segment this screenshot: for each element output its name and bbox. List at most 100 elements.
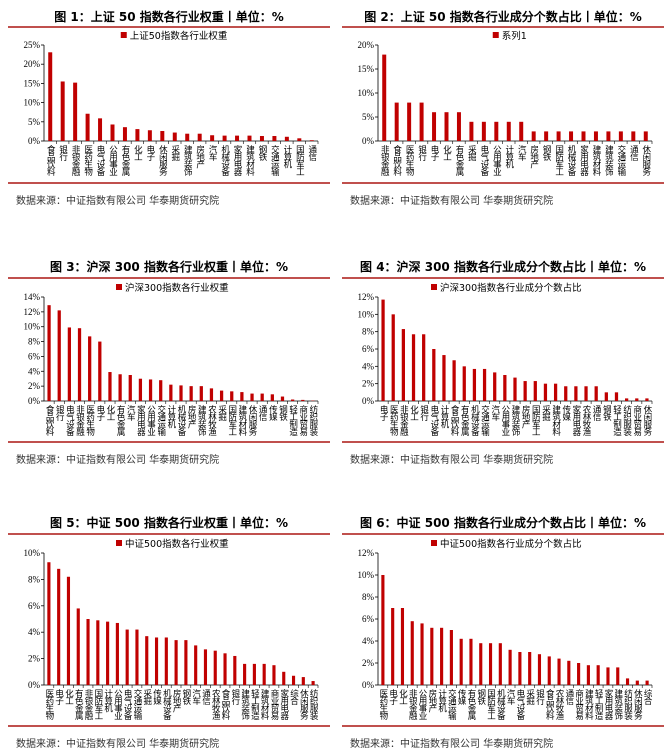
x-tick-label: 公用事业: [417, 689, 427, 720]
bar: [494, 121, 499, 141]
bar: [523, 381, 527, 401]
y-tick-label: 12%: [24, 307, 41, 317]
x-tick-label: 房地产: [427, 688, 437, 713]
x-tick-label: 纺织服装: [308, 404, 318, 437]
bar: [301, 677, 305, 685]
x-tick-label: 公用事业: [500, 405, 510, 436]
bar: [260, 393, 264, 401]
bar: [442, 355, 446, 401]
bar: [606, 131, 611, 141]
x-tick-label: 采掘: [142, 688, 152, 706]
bar: [401, 329, 405, 401]
x-tick-label: 非银金融: [398, 404, 408, 437]
x-tick-label: 电子: [388, 688, 398, 705]
bar: [77, 328, 82, 401]
bar-chart: 中证500指数各行业权重 0% 2% 4% 6% 8% 10% 医药生物 电子 化工 有色金属 非银金…: [24, 538, 319, 721]
y-tick-label: 10%: [24, 548, 41, 558]
x-tick-label: 公用事业: [146, 405, 156, 436]
bar: [596, 665, 600, 685]
bar: [581, 131, 586, 141]
bar: [98, 118, 103, 141]
x-tick-label: 计算机: [166, 404, 176, 429]
x-tick-label: 纺织服装: [308, 688, 318, 721]
x-tick-label: 商业贸易: [298, 404, 308, 437]
x-tick-label: 银行: [230, 688, 240, 706]
x-tick-label: 电气设备: [479, 144, 489, 177]
y-tick-label: 0%: [28, 680, 41, 690]
legend-label: 系列1: [502, 30, 527, 42]
bar: [57, 310, 61, 401]
bar: [96, 620, 100, 685]
x-tick-label: 休闲服务: [157, 144, 167, 177]
x-tick-label: 食品饮料: [544, 688, 554, 721]
y-tick-label: 15%: [358, 64, 375, 74]
data-source: 数据来源：中证指数有限公司 华泰期货研究院: [16, 739, 220, 750]
x-tick-label: 通信: [591, 404, 601, 422]
chart-title: 图 1：上证 50 指数各行业权重丨单位：%: [54, 10, 284, 24]
bar: [556, 131, 561, 141]
y-tick-label: 10%: [358, 309, 375, 319]
x-tick-label: 汽车: [516, 144, 526, 162]
bar: [138, 378, 143, 401]
bar: [160, 131, 165, 141]
bar: [189, 386, 193, 401]
x-tick-label: 建筑装饰: [603, 144, 613, 177]
bar: [259, 136, 264, 141]
x-tick-label: 纺织服装: [622, 404, 632, 437]
divider: [8, 277, 330, 279]
x-tick-label: 商业贸易: [632, 404, 642, 437]
x-tick-label: 钢铁: [541, 144, 551, 162]
legend-marker: [116, 540, 122, 546]
bar: [115, 622, 119, 685]
x-tick-label: 化工: [442, 144, 452, 161]
x-tick-label: 汽车: [505, 688, 515, 706]
x-tick-label: 化工: [105, 404, 115, 421]
bar: [57, 568, 61, 685]
bar: [533, 381, 537, 401]
bar: [98, 341, 102, 401]
bar: [223, 653, 227, 685]
legend-label: 中证500指数各行业成分个数占比: [440, 538, 582, 550]
bar: [469, 638, 473, 685]
x-tick-label: 建筑装饰: [196, 404, 206, 437]
x-tick-label: 休闲服务: [642, 404, 652, 437]
bar: [488, 643, 493, 685]
bar: [48, 52, 53, 141]
x-tick-label: 交通运输: [132, 688, 142, 721]
x-tick-label: 钢铁: [476, 688, 486, 706]
bar: [493, 372, 497, 401]
bar: [179, 385, 183, 401]
bar: [604, 392, 608, 401]
x-tick-label: 传媒: [267, 404, 277, 422]
x-tick-label: 采掘: [466, 144, 476, 162]
bar: [625, 398, 629, 401]
bar: [247, 135, 252, 141]
y-tick-label: 2%: [362, 658, 375, 668]
y-tick-label: 6%: [28, 351, 41, 361]
bar: [76, 608, 80, 685]
bar: [197, 133, 202, 141]
bar-chart: 中证500指数各行业成分个数占比 0% 2% 4% 6% 8% 10% 12% 医药生物 电子 化工…: [358, 538, 653, 721]
bar: [432, 349, 436, 401]
bar: [594, 386, 598, 401]
y-tick-label: 5%: [362, 112, 375, 122]
bar: [543, 383, 548, 401]
x-tick-label: 钢铁: [277, 404, 287, 422]
y-tick-label: 4%: [28, 366, 41, 376]
x-tick-label: 医药生物: [85, 405, 95, 437]
bar-chart: 沪深300指数各行业成分个数占比 0% 2% 4% 6% 8% 10% 12% 电子 医药生物 非银…: [358, 282, 653, 437]
x-tick-label: 传媒: [152, 688, 162, 706]
x-tick-label: 有色金属: [454, 144, 464, 177]
bar: [381, 299, 385, 401]
x-tick-label: 轻工制造: [288, 404, 298, 437]
bar: [122, 127, 127, 141]
x-tick-label: 建筑装饰: [613, 688, 623, 721]
bar: [462, 366, 466, 401]
x-tick-label: 房地产: [171, 688, 181, 713]
x-tick-label: 医药生物: [378, 689, 388, 721]
x-tick-label: 计算机: [103, 688, 113, 713]
bar: [531, 131, 536, 141]
bar: [513, 377, 517, 401]
x-tick-label: 计算机: [439, 404, 449, 429]
bar: [584, 386, 588, 401]
